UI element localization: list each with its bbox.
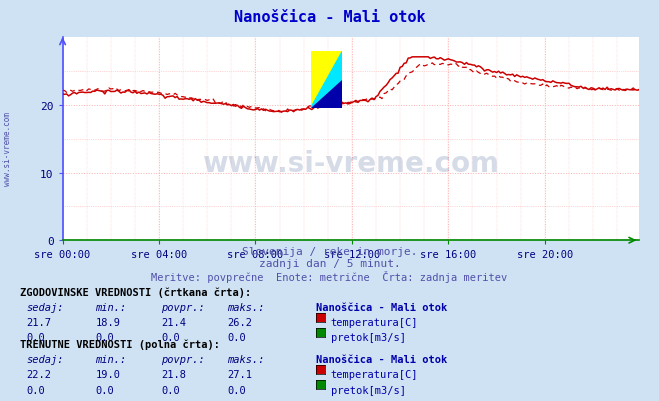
Polygon shape bbox=[310, 81, 342, 109]
Text: min.:: min.: bbox=[96, 302, 127, 312]
Text: povpr.:: povpr.: bbox=[161, 302, 205, 312]
Text: 0.0: 0.0 bbox=[161, 385, 180, 395]
Text: 0.0: 0.0 bbox=[96, 332, 114, 342]
Text: 21.8: 21.8 bbox=[161, 369, 186, 379]
Text: Meritve: povprečne  Enote: metrične  Črta: zadnja meritev: Meritve: povprečne Enote: metrične Črta:… bbox=[152, 271, 507, 283]
Text: TRENUTNE VREDNOSTI (polna črta):: TRENUTNE VREDNOSTI (polna črta): bbox=[20, 339, 219, 349]
Text: maks.:: maks.: bbox=[227, 354, 265, 364]
Text: sedaj:: sedaj: bbox=[26, 302, 64, 312]
Text: 0.0: 0.0 bbox=[26, 332, 45, 342]
Text: 22.2: 22.2 bbox=[26, 369, 51, 379]
Text: 0.0: 0.0 bbox=[96, 385, 114, 395]
Text: temperatura[C]: temperatura[C] bbox=[331, 369, 418, 379]
Text: 27.1: 27.1 bbox=[227, 369, 252, 379]
Text: www.si-vreme.com: www.si-vreme.com bbox=[202, 150, 500, 178]
Text: 26.2: 26.2 bbox=[227, 317, 252, 327]
Text: pretok[m3/s]: pretok[m3/s] bbox=[331, 385, 406, 395]
Polygon shape bbox=[310, 52, 342, 109]
Text: Nanoščica - Mali otok: Nanoščica - Mali otok bbox=[234, 10, 425, 25]
Text: zadnji dan / 5 minut.: zadnji dan / 5 minut. bbox=[258, 259, 401, 269]
Text: 0.0: 0.0 bbox=[227, 332, 246, 342]
Text: 0.0: 0.0 bbox=[227, 385, 246, 395]
Text: 0.0: 0.0 bbox=[26, 385, 45, 395]
Text: Slovenija / reke in morje.: Slovenija / reke in morje. bbox=[242, 247, 417, 257]
Text: 0.0: 0.0 bbox=[161, 332, 180, 342]
Text: www.si-vreme.com: www.si-vreme.com bbox=[3, 111, 13, 185]
Text: Nanoščica - Mali otok: Nanoščica - Mali otok bbox=[316, 354, 447, 364]
Text: 21.7: 21.7 bbox=[26, 317, 51, 327]
Text: pretok[m3/s]: pretok[m3/s] bbox=[331, 332, 406, 342]
Text: temperatura[C]: temperatura[C] bbox=[331, 317, 418, 327]
Text: min.:: min.: bbox=[96, 354, 127, 364]
Text: 18.9: 18.9 bbox=[96, 317, 121, 327]
Text: maks.:: maks.: bbox=[227, 302, 265, 312]
Text: ZGODOVINSKE VREDNOSTI (črtkana črta):: ZGODOVINSKE VREDNOSTI (črtkana črta): bbox=[20, 287, 251, 297]
Text: sedaj:: sedaj: bbox=[26, 354, 64, 364]
Polygon shape bbox=[310, 52, 342, 109]
Text: 19.0: 19.0 bbox=[96, 369, 121, 379]
Text: Nanoščica - Mali otok: Nanoščica - Mali otok bbox=[316, 302, 447, 312]
Text: povpr.:: povpr.: bbox=[161, 354, 205, 364]
Text: 21.4: 21.4 bbox=[161, 317, 186, 327]
